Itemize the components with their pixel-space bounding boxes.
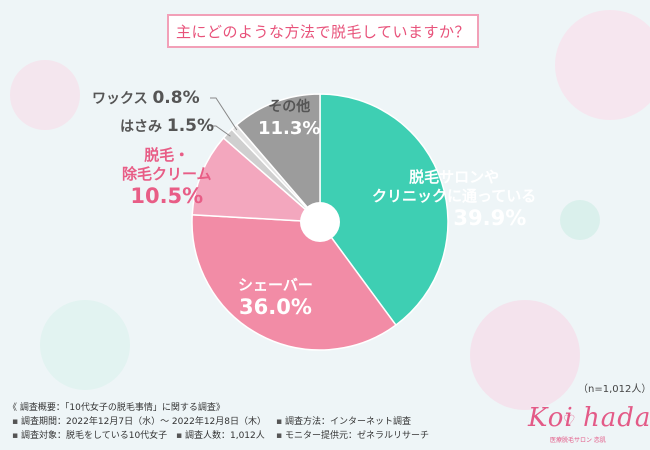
heart-icon: ♡ <box>563 413 576 429</box>
slice-label-cream: 脱毛・ 除毛クリーム 10.5% <box>122 146 212 208</box>
bullet-icon: ▪ <box>276 417 283 427</box>
pie-slice-cream <box>191 136 323 223</box>
bullet-icon: ▪ <box>276 431 283 441</box>
slice-label-salon: 脱毛サロンや クリニックに通っている 39.9% <box>372 168 536 230</box>
slice-label-shaver: シェーバー 36.0% <box>238 276 313 319</box>
decor-circle <box>40 300 130 390</box>
decor-circle <box>555 10 650 120</box>
survey-target: 調査対象：脱毛をしている10代女子 <box>20 431 168 441</box>
pie-slice-other <box>235 93 321 225</box>
slice-name-scissors: はさみ <box>120 119 162 135</box>
bullet-icon: ▪ <box>12 431 19 441</box>
survey-provider: モニター提供元：ゼネラルリサーチ <box>284 431 429 441</box>
pie-center-hole <box>300 202 340 242</box>
survey-count: 調査人数：1,012人 <box>184 431 265 441</box>
slice-label-scissors: はさみ 1.5% <box>120 116 214 136</box>
slice-name-cream-line1: 脱毛・ <box>144 146 190 164</box>
chart-title: 主にどのような方法で脱毛していますか？ <box>167 14 479 48</box>
decor-circle <box>470 300 580 410</box>
survey-count-row: ▪ 調査人数：1,012人 <box>176 430 265 442</box>
slice-value-wax: 0.8% <box>152 88 200 108</box>
survey-target-row: ▪ 調査対象：脱毛をしている10代女子 <box>12 430 167 442</box>
survey-method-row: ▪ 調査方法：インターネット調査 <box>276 416 411 428</box>
survey-overview: 《 調査概要：「10代女子の脱毛事情」に関する調査》 <box>8 403 225 413</box>
leader-line <box>210 97 238 131</box>
decor-circle <box>560 200 600 240</box>
slice-value-salon: 39.9% <box>453 206 527 230</box>
slice-value-scissors: 1.5% <box>166 116 215 136</box>
survey-method: 調査方法：インターネット調査 <box>284 417 411 427</box>
slice-name-salon-line2: クリニックに通っている <box>372 187 537 205</box>
slice-value-cream: 10.5% <box>130 184 204 208</box>
leader-line <box>210 125 231 137</box>
slice-value-shaver: 36.0% <box>239 295 312 319</box>
sample-size-note: （n=1,012人） <box>578 384 650 395</box>
logo-text: Koi hada <box>528 403 650 433</box>
koihada-logo: Koi hada ♡ 医療脱毛サロン 恋肌 <box>528 403 650 444</box>
slice-label-wax: ワックス 0.8% <box>92 88 200 108</box>
slice-label-other: その他 11.3% <box>258 98 320 141</box>
bullet-icon: ▪ <box>12 417 19 427</box>
slice-name-other: その他 <box>268 99 311 115</box>
bullet-icon: ▪ <box>176 431 183 441</box>
slice-name-cream-line2: 除毛クリーム <box>122 165 212 183</box>
survey-provider-row: ▪ モニター提供元：ゼネラルリサーチ <box>276 430 429 442</box>
survey-period-row: ▪ 調査期間：2022年12月7日（水）～ 2022年12月8日（木） <box>12 416 266 428</box>
pie-slice-salon <box>319 93 449 327</box>
pie-slice-shaver <box>191 213 397 351</box>
slice-name-shaver: シェーバー <box>238 276 313 294</box>
slice-name-salon-line1: 脱毛サロンや <box>409 168 500 186</box>
slice-value-other: 11.3% <box>258 118 321 139</box>
survey-period: 調査期間：2022年12月7日（水）～ 2022年12月8日（木） <box>20 417 267 427</box>
slice-name-wax: ワックス <box>92 91 148 107</box>
logo-subtitle: 医療脱毛サロン 恋肌 <box>550 437 606 444</box>
decor-circle <box>10 60 80 130</box>
